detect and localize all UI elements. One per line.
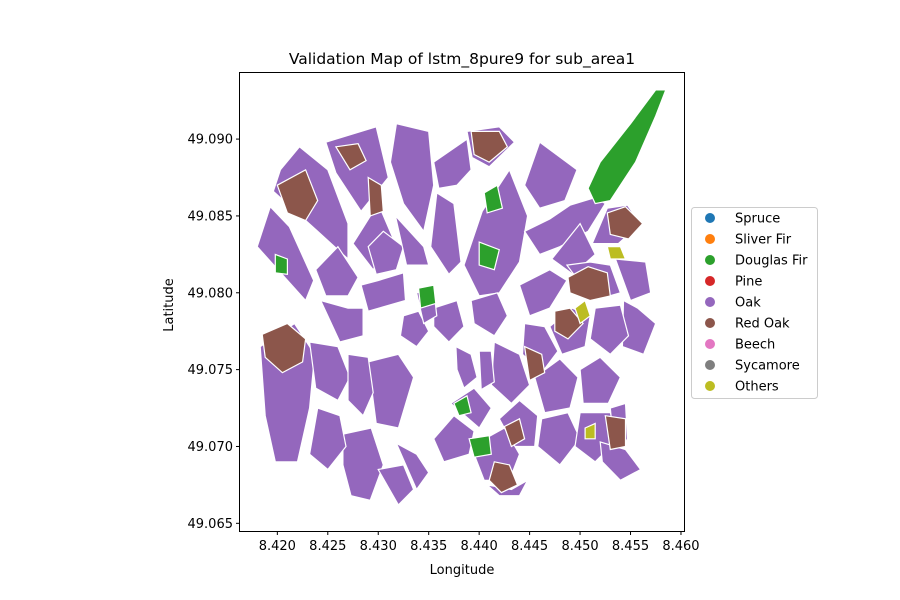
stand-oak-40	[377, 464, 415, 506]
x-axis-ticks: 8.420 8.425 8.430 8.435 8.440 8.445 8.450 8.455…	[259, 531, 700, 554]
legend: Spruce Sliver Fir Douglas Fir Pine Oak Red Oa…	[691, 207, 818, 399]
stand-oak-7	[360, 272, 407, 312]
stand-oak-43	[308, 407, 347, 471]
legend-label-beech: Beech	[735, 338, 775, 353]
legend-marker-red-oak	[705, 318, 715, 328]
stand-oak-6	[319, 299, 364, 343]
stand-red-oak-61	[488, 461, 519, 494]
stand-oak-38	[367, 353, 415, 429]
legend-marker-beech	[705, 339, 715, 349]
x-tick-label: 8.425	[309, 539, 346, 554]
stand-red-oak-52	[261, 322, 307, 374]
stand-oak-13	[433, 138, 472, 189]
stand-douglas-fir-65	[417, 284, 437, 309]
stand-oak-11	[430, 191, 462, 276]
legend-label-spruce: Spruce	[735, 212, 780, 227]
stand-red-oak-59	[554, 307, 584, 340]
stand-oak-23	[589, 304, 630, 356]
stand-oak-19	[518, 269, 568, 317]
stand-oak-33	[599, 441, 642, 482]
legend-label-others: Others	[735, 380, 779, 395]
legend-label-pine: Pine	[735, 275, 762, 290]
stand-oak-37	[449, 387, 493, 429]
legend-label-sycamore: Sycamore	[735, 359, 800, 374]
y-tick-label: 49.085	[188, 209, 234, 224]
stand-red-oak-53	[276, 168, 319, 222]
stand-red-oak-57	[606, 206, 644, 240]
stand-red-oak-56	[470, 130, 509, 163]
plot-frame	[239, 72, 685, 532]
stand-others-70	[606, 246, 627, 260]
legend-marker-sliver-fir	[705, 234, 715, 244]
y-tick-label: 49.065	[188, 517, 234, 532]
stand-oak-8	[367, 230, 405, 276]
x-tick-label: 8.445	[511, 539, 548, 554]
stand-oak-21	[614, 258, 652, 302]
stand-douglas-fir-67	[483, 184, 504, 214]
x-tick-label: 8.430	[360, 539, 397, 554]
stand-oak-47	[470, 292, 509, 337]
stand-oak-30	[579, 356, 622, 404]
stand-oak-36	[432, 414, 475, 463]
stand-oak-9	[394, 213, 430, 266]
stand-oak-42	[308, 341, 351, 402]
stand-red-oak-63	[503, 417, 526, 448]
legend-box	[691, 207, 818, 399]
stand-douglas-fir-51	[587, 89, 667, 205]
stand-oak-39	[342, 427, 384, 502]
y-tick-label: 49.080	[188, 286, 234, 301]
x-tick-label: 8.435	[410, 539, 447, 554]
legend-label-red-oak: Red Oak	[735, 317, 790, 332]
y-tick-label: 49.090	[188, 133, 234, 148]
x-tick-label: 8.440	[461, 539, 498, 554]
chart-title: Validation Map of lstm_8pure9 for sub_ar…	[289, 50, 635, 69]
stand-red-oak-55	[367, 176, 384, 217]
stand-red-oak-62	[604, 414, 627, 451]
x-tick-label: 8.420	[259, 539, 296, 554]
legend-label-sliver-fir: Sliver Fir	[735, 233, 792, 248]
stand-others-71	[574, 299, 591, 325]
stand-oak-10	[389, 122, 435, 233]
stand-oak-45	[399, 310, 430, 348]
y-tick-label: 49.075	[188, 363, 234, 378]
legend-label-douglas-fir: Douglas Fir	[735, 254, 808, 269]
x-tick-label: 8.455	[612, 539, 649, 554]
stand-oak-15	[523, 141, 578, 209]
stand-oak-5	[315, 245, 359, 297]
legend-marker-oak	[705, 297, 715, 307]
stand-others-72	[584, 422, 596, 440]
x-tick-label: 8.460	[662, 539, 699, 554]
stand-red-oak-60	[523, 345, 546, 382]
stand-oak-28	[534, 358, 579, 414]
legend-marker-others	[705, 381, 715, 391]
stand-oak-49	[478, 350, 495, 391]
stand-polygons	[256, 89, 667, 506]
legend-marker-spruce	[705, 213, 715, 223]
stand-oak-44	[347, 353, 374, 417]
stand-oak-46	[433, 299, 465, 343]
stand-douglas-fir-64	[274, 253, 288, 275]
stand-oak-16	[523, 196, 607, 256]
stand-red-oak-58	[567, 266, 611, 302]
legend-marker-pine	[705, 276, 715, 286]
legend-marker-douglas-fir	[705, 255, 715, 265]
x-axis-label: Longitude	[430, 563, 495, 578]
stand-oak-48	[455, 345, 478, 390]
x-tick-label: 8.450	[561, 539, 598, 554]
y-axis-ticks: 49.065 49.070 49.075 49.080 49.085 49.090	[188, 133, 240, 532]
stand-douglas-fir-69	[468, 435, 492, 458]
stand-oak-1	[256, 205, 315, 302]
stand-oak-22	[621, 299, 657, 356]
legend-marker-sycamore	[705, 360, 715, 370]
legend-label-oak: Oak	[735, 296, 761, 311]
stand-oak-29	[537, 412, 581, 466]
stand-red-oak-54	[334, 143, 367, 171]
y-tick-label: 49.070	[188, 440, 234, 455]
stand-douglas-fir-68	[453, 394, 472, 417]
stand-douglas-fir-66	[478, 241, 501, 271]
y-axis-label: Latitude	[162, 278, 177, 332]
stand-oak-41	[395, 442, 430, 491]
